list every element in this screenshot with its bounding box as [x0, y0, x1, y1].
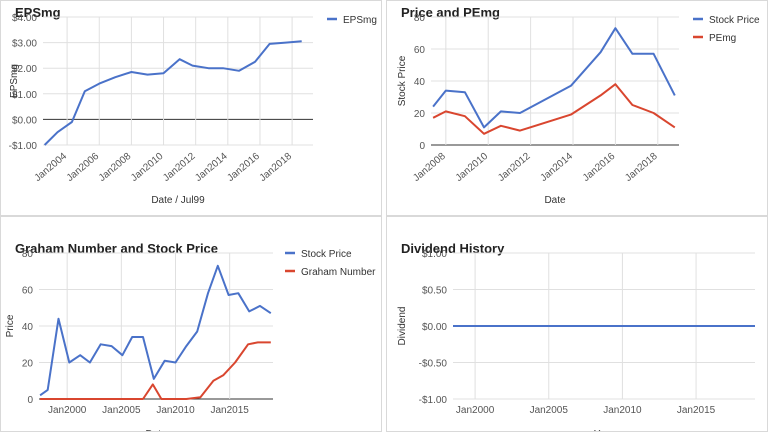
- series-line-graham-number: [40, 341, 271, 400]
- x-tick-label: Jan2008: [97, 151, 134, 184]
- x-tick-label: Jan2010: [156, 405, 195, 416]
- y-tick-label: 20: [414, 109, 426, 120]
- x-tick-label: Jan2008: [411, 151, 448, 184]
- y-tick-label: $4.00: [12, 13, 37, 24]
- x-tick-label: Jan2004: [33, 151, 70, 184]
- y-tick-label: $1.00: [422, 249, 447, 260]
- x-tick-label: Jan2005: [530, 405, 569, 416]
- chart-svg: EPSmg -$1.00 $0.00 $1.00 $2.00 $3.00 $4.00 Jan2…: [9, 5, 377, 206]
- chart-title: Price and PEmg: [401, 5, 500, 20]
- y-tick-label: 20: [22, 359, 34, 370]
- x-tick-label: Jan2005: [102, 405, 141, 416]
- y-tick-label: $2.00: [12, 64, 37, 75]
- series-line-pemg: [432, 83, 676, 135]
- x-tick-label: Jan2012: [496, 151, 533, 184]
- y-tick-label: 0: [419, 141, 425, 152]
- y-axis-title: Stock Price: [397, 55, 408, 106]
- y-tick-label: $0.00: [12, 115, 37, 126]
- x-axis-title: Date: [544, 195, 566, 206]
- chart-title: EPSmg: [15, 5, 61, 20]
- x-tick-label: Jan2018: [623, 151, 660, 184]
- graham-chart-panel: Graham Number and Stock Price 0 20 40 60 80 Ja…: [0, 216, 382, 432]
- legend-label: Stock Price: [301, 249, 352, 260]
- series-line-stock-price: [432, 27, 676, 129]
- x-tick-label: Jan2014: [193, 151, 230, 184]
- x-tick-label: Jan2012: [161, 151, 198, 184]
- y-tick-label: 60: [22, 286, 34, 297]
- y-tick-label: 80: [414, 13, 426, 24]
- y-tick-label: 0: [27, 395, 33, 406]
- x-tick-label: Jan2010: [454, 151, 491, 184]
- y-axis-title: Price: [5, 314, 16, 337]
- x-tick-label: Jan2015: [210, 405, 249, 416]
- x-axis-title: Year: [594, 429, 615, 431]
- series-line-epsmg: [43, 40, 302, 146]
- x-axis-title: Date / Jul99: [151, 195, 205, 206]
- y-tick-label: 40: [414, 77, 426, 88]
- price-pe-chart-panel: Price and PEmg 0 20 40 60 80 Jan2008 Jan2010 Jan…: [386, 0, 768, 216]
- dividend-chart-panel: Dividend History -$1.00 -$0.50 $0.00 $0.50 $1…: [386, 216, 768, 432]
- y-tick-label: -$1.00: [9, 141, 38, 152]
- eps-chart-panel: EPSmg -$1.00 $0.00 $1.00 $2.00 $3.00 $4.00 Jan2…: [0, 0, 382, 216]
- y-tick-label: 40: [22, 322, 34, 333]
- y-tick-label: 60: [414, 45, 426, 56]
- legend-label: Graham Number: [301, 267, 376, 278]
- x-tick-label: Jan2000: [456, 405, 495, 416]
- chart-svg: Dividend History -$1.00 -$0.50 $0.00 $0.50 $1…: [397, 241, 755, 431]
- x-tick-label: Jan2015: [677, 405, 716, 416]
- chart-svg: Graham Number and Stock Price 0 20 40 60 80 Ja…: [5, 241, 376, 431]
- y-tick-label: $1.00: [12, 90, 37, 101]
- y-tick-label: -$1.00: [419, 395, 448, 406]
- chart-title: Dividend History: [401, 241, 505, 256]
- legend-label: Stock Price: [709, 15, 760, 26]
- y-axis-title: Dividend: [397, 307, 408, 346]
- x-tick-label: Jan2010: [129, 151, 166, 184]
- x-tick-label: Jan2006: [65, 151, 102, 184]
- y-tick-label: $0.00: [422, 322, 447, 333]
- y-axis-title: EPSmg: [9, 64, 20, 98]
- x-axis-title: Date: [145, 429, 167, 431]
- y-tick-label: -$0.50: [419, 359, 448, 370]
- legend-label: PEmg: [709, 33, 736, 44]
- x-tick-label: Jan2018: [258, 151, 295, 184]
- y-tick-label: $3.00: [12, 39, 37, 50]
- legend-label: EPSmg: [343, 15, 377, 26]
- series-line-stock-price: [39, 264, 272, 397]
- x-tick-label: Jan2016: [225, 151, 262, 184]
- chart-title: Graham Number and Stock Price: [15, 241, 218, 256]
- x-tick-label: Jan2000: [48, 405, 87, 416]
- y-tick-label: 80: [22, 249, 34, 260]
- x-tick-label: Jan2014: [538, 151, 575, 184]
- y-tick-label: $0.50: [422, 286, 447, 297]
- x-tick-label: Jan2016: [581, 151, 618, 184]
- x-tick-label: Jan2010: [603, 405, 642, 416]
